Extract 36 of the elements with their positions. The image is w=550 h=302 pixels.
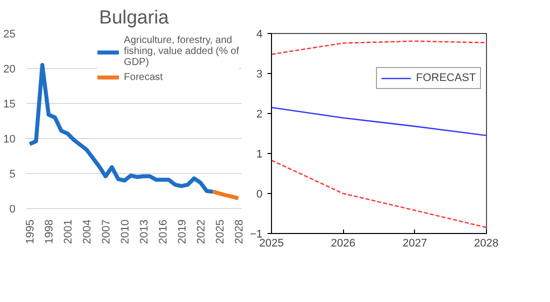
y-tick-label: 4 [256,28,263,40]
y-tick-label: 20 [3,64,16,76]
y-tick-label: 15 [3,98,16,110]
x-tick-label: 2028 [474,238,499,250]
x-tick-label: 2022 [195,219,208,244]
line-series [272,40,486,55]
y-tick-label: −1 [250,228,263,240]
legend-label: Forecast [124,71,163,83]
x-tick-label: 2016 [157,219,170,244]
x-tick-label: 2025 [259,238,284,250]
y-tick-label: 5 [9,168,16,180]
legend-label: Agriculture, forestry, and fishing, value added (% of GDP) [124,35,239,68]
y-tick-label: 2 [256,108,263,120]
y-tick-label: 0 [256,188,263,200]
x-tick-label: 1995 [24,219,37,244]
line-series [272,160,486,228]
x-tick-label: 2013 [138,219,150,244]
x-tick-label: 2010 [120,219,132,244]
x-tick-label: 2028 [233,219,246,244]
x-tick-label: 2001 [62,219,75,244]
x-tick-label: 1998 [44,219,56,244]
line-series [272,106,486,136]
y-tick-label: 10 [3,134,16,146]
x-tick-label: 2007 [100,219,113,244]
x-tick-label: 2027 [402,238,428,250]
x-tick-label: 2004 [82,219,94,244]
x-tick-label: 2025 [214,219,226,244]
y-tick-label: 1 [256,148,263,160]
y-tick-label: 25 [3,28,16,40]
legend-label: FORECAST [416,72,476,84]
x-tick-label: 2019 [176,219,188,244]
x-tick-label: 2026 [330,238,356,250]
y-tick-label: 0 [9,204,16,216]
y-tick-label: 3 [256,68,263,80]
chart-title: Bulgaria [99,8,170,28]
line-series [211,190,240,200]
